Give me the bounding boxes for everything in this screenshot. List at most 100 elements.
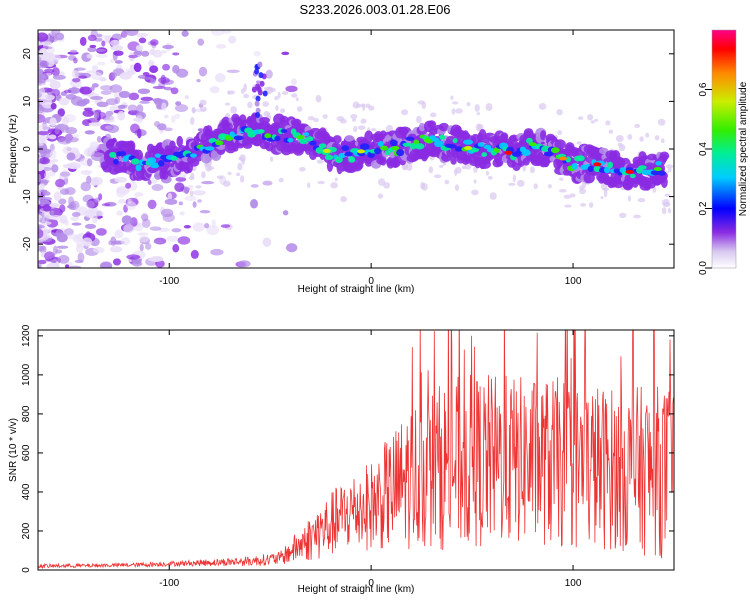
heatmap-noise-cell — [171, 228, 182, 233]
heatmap-faint-cell — [576, 141, 582, 145]
heatmap-faint-cell — [360, 118, 367, 124]
heatmap-ridge-cell — [176, 135, 184, 147]
heatmap-faint-cell — [439, 164, 444, 169]
heatmap-noise-cell — [117, 110, 126, 121]
spectrogram-heatmap — [38, 30, 674, 268]
heatmap-noise-cell — [76, 238, 84, 248]
heatmap-noise-cell — [58, 137, 72, 145]
heatmap-core-cell — [280, 128, 288, 134]
heatmap-ridge-cell — [189, 158, 200, 167]
heatmap-noise-cell — [162, 63, 171, 71]
heatmap-faint-cell — [474, 104, 480, 112]
heatmap-noise-cell — [55, 249, 63, 254]
heatmap-noise-cell — [192, 222, 205, 232]
heatmap-faint-cell — [485, 170, 490, 176]
heatmap-core-cell — [414, 143, 425, 150]
heatmap-noise-cell — [141, 50, 150, 57]
colorbar-gradient — [711, 29, 737, 269]
heatmap-excursion-cell — [255, 112, 261, 119]
heatmap-faint-cell — [189, 190, 194, 197]
heatmap-faint-cell — [547, 184, 552, 189]
heatmap-noise-cell — [90, 71, 103, 81]
snr-background — [38, 330, 674, 570]
heatmap-noise-cell — [137, 232, 149, 236]
heatmap-noise-cell — [98, 193, 103, 201]
heatmap-peak-cell — [528, 142, 537, 147]
heatmap-noise-cell — [114, 60, 123, 64]
heatmap-noise-cell — [96, 136, 102, 143]
heatmap-noise-cell — [38, 224, 45, 229]
heatmap-noise-cell — [197, 38, 205, 46]
heatmap-core-cell — [113, 158, 119, 165]
heatmap-faint-cell — [471, 189, 479, 196]
heatmap-faint-cell — [368, 105, 375, 111]
heatmap-noise-cell — [115, 188, 126, 198]
heatmap-noise-cell — [250, 184, 259, 188]
heatmap-faint-cell — [665, 164, 674, 169]
heatmap-core-cell — [380, 145, 389, 151]
heatmap-core-cell — [571, 162, 578, 170]
heatmap-noise-cell — [119, 104, 128, 108]
heatmap-ridge-cell — [418, 122, 426, 132]
heatmap-noise-cell — [93, 111, 100, 119]
heatmap-noise-cell — [174, 104, 189, 112]
heatmap-faint-cell — [340, 196, 347, 203]
heatmap-faint-cell — [277, 91, 281, 99]
heatmap-noise-cell — [52, 158, 59, 163]
heatmap-faint-cell — [661, 207, 667, 215]
heatmap-noise-cell — [89, 141, 99, 150]
heatmap-ridge-cell — [390, 157, 401, 168]
heatmap-noise-cell — [149, 226, 162, 231]
heatmap-faint-cell — [201, 171, 206, 179]
heatmap-faint-cell — [290, 93, 298, 98]
heatmap-faint-cell — [403, 162, 409, 171]
snr-x-axis-label: Height of straight line (km) — [298, 584, 415, 595]
heatmap-noise-cell — [128, 92, 140, 101]
heatmap-core-cell — [543, 151, 554, 157]
heatmap-core-cell — [396, 149, 405, 157]
heatmap-noise-cell — [163, 127, 173, 132]
heatmap-noise-cell — [178, 201, 183, 206]
heatmap-noise-cell — [87, 46, 97, 53]
heatmap-noise-cell — [58, 198, 67, 205]
heatmap-noise-cell — [142, 72, 150, 76]
heatmap-noise-cell — [48, 214, 63, 221]
heatmap-core-cell — [447, 144, 457, 149]
heatmap-noise-cell — [192, 190, 206, 196]
heatmap-noise-cell — [49, 117, 57, 127]
heatmap-noise-cell — [83, 107, 93, 111]
heatmap-faint-cell — [322, 114, 328, 119]
heatmap-faint-cell — [600, 196, 604, 200]
heatmap-core-cell — [359, 143, 370, 151]
heatmap-noise-cell — [47, 45, 55, 55]
heatmap-noise-cell — [125, 201, 137, 210]
heatmap-faint-cell — [269, 156, 274, 162]
heatmap-noise-cell — [38, 245, 45, 252]
heatmap-peak-cell — [357, 149, 366, 154]
heatmap-noise-cell — [149, 65, 159, 74]
heatmap-noise-cell — [265, 69, 273, 79]
heatmap-faint-cell — [216, 175, 224, 180]
heatmap-noise-cell — [38, 98, 53, 106]
heatmap-noise-cell — [226, 69, 240, 73]
spectrogram-x-tick-label: 0 — [368, 276, 374, 287]
heatmap-noise-cell — [38, 199, 41, 206]
heatmap-noise-cell — [152, 98, 163, 103]
heatmap-faint-cell — [603, 189, 608, 198]
heatmap-faint-cell — [433, 174, 442, 179]
heatmap-faint-cell — [485, 103, 493, 112]
heatmap-noise-cell — [192, 201, 197, 208]
heatmap-ridge-cell — [364, 130, 374, 143]
heatmap-noise-cell — [124, 30, 139, 36]
heatmap-noise-cell — [65, 93, 77, 100]
heatmap-core-cell — [587, 165, 594, 172]
heatmap-faint-cell — [667, 207, 672, 214]
snr-y-tick-label: 600 — [21, 444, 32, 461]
heatmap-noise-cell — [65, 127, 78, 135]
heatmap-noise-cell — [39, 87, 45, 95]
heatmap-noise-cell — [170, 115, 176, 124]
heatmap-noise-cell — [175, 101, 182, 106]
heatmap-core-cell — [118, 151, 127, 156]
heatmap-noise-cell — [88, 122, 102, 127]
